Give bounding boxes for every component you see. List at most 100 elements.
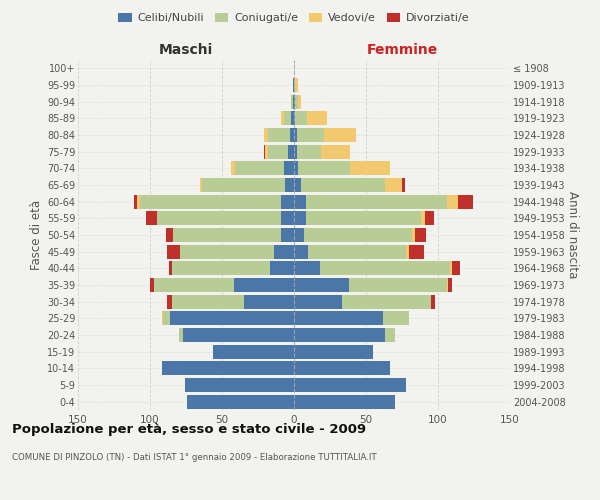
Bar [284,162,294,175]
Bar [146,211,157,226]
Bar [295,78,298,92]
Bar [350,162,391,175]
Bar [305,211,421,226]
Bar [163,311,170,326]
Bar [268,144,288,159]
Bar [265,144,268,159]
Bar [290,128,294,142]
Bar [291,112,294,126]
Bar [172,294,244,308]
Bar [284,112,291,126]
Bar [452,261,460,276]
Bar [322,144,350,159]
Bar [137,194,140,209]
Bar [269,261,294,276]
Bar [281,112,284,126]
Bar [385,328,395,342]
Bar [244,294,294,308]
Bar [294,211,305,226]
Bar [304,228,412,242]
Bar [214,344,294,359]
Bar [294,328,385,342]
Bar [167,244,180,259]
Bar [406,244,409,259]
Bar [268,128,290,142]
Text: Femmine: Femmine [367,42,437,56]
Bar [298,94,301,109]
Bar [233,278,294,292]
Bar [200,178,202,192]
Bar [294,162,298,175]
Bar [301,178,385,192]
Bar [294,228,304,242]
Bar [421,211,425,226]
Bar [183,328,294,342]
Bar [415,228,427,242]
Bar [172,261,269,276]
Bar [294,144,297,159]
Bar [288,144,294,159]
Bar [294,261,320,276]
Text: COMUNE DI PINZOLO (TN) - Dati ISTAT 1° gennaio 2009 - Elaborazione TUTTITALIA.IT: COMUNE DI PINZOLO (TN) - Dati ISTAT 1° g… [12,452,377,462]
Bar [173,228,281,242]
Bar [264,128,268,142]
Bar [230,162,235,175]
Bar [294,394,395,409]
Bar [293,94,294,109]
Bar [281,228,294,242]
Bar [294,311,383,326]
Bar [157,211,281,226]
Bar [294,244,308,259]
Bar [294,361,391,376]
Bar [202,178,286,192]
Bar [431,294,435,308]
Bar [294,178,301,192]
Bar [320,261,449,276]
Bar [294,112,295,126]
Bar [294,294,341,308]
Bar [169,261,172,276]
Bar [154,278,233,292]
Bar [170,311,294,326]
Bar [166,228,173,242]
Bar [294,94,295,109]
Bar [294,378,406,392]
Bar [383,311,409,326]
Text: Maschi: Maschi [159,42,213,56]
Bar [281,211,294,226]
Bar [425,211,434,226]
Bar [179,328,183,342]
Bar [294,278,349,292]
Bar [140,194,281,209]
Bar [446,278,448,292]
Bar [180,244,274,259]
Text: Popolazione per età, sesso e stato civile - 2009: Popolazione per età, sesso e stato civil… [12,422,366,436]
Bar [235,162,284,175]
Bar [349,278,446,292]
Bar [150,278,154,292]
Bar [402,178,405,192]
Bar [448,278,452,292]
Bar [449,261,452,276]
Bar [458,194,473,209]
Bar [185,378,294,392]
Bar [409,244,424,259]
Bar [294,78,295,92]
Bar [286,178,294,192]
Bar [297,144,322,159]
Bar [298,162,350,175]
Bar [161,311,163,326]
Y-axis label: Anni di nascita: Anni di nascita [566,192,580,278]
Bar [274,244,294,259]
Bar [264,144,265,159]
Bar [385,178,402,192]
Bar [187,394,294,409]
Bar [305,194,446,209]
Bar [324,128,356,142]
Bar [161,361,294,376]
Y-axis label: Fasce di età: Fasce di età [29,200,43,270]
Bar [341,294,431,308]
Bar [294,344,373,359]
Bar [308,244,406,259]
Bar [446,194,458,209]
